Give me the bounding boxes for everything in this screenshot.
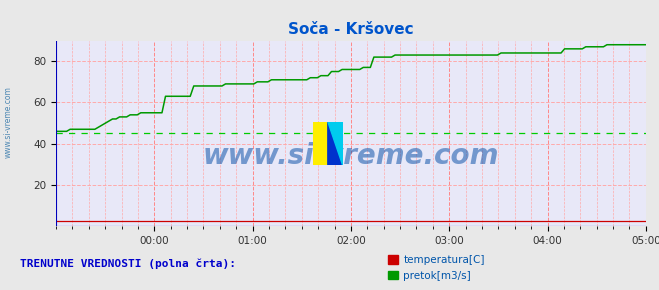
Text: TRENUTNE VREDNOSTI (polna črta):: TRENUTNE VREDNOSTI (polna črta): [20,258,236,269]
Bar [313,122,328,165]
Title: Soča - Kršovec: Soča - Kršovec [288,22,414,37]
Legend: temperatura[C], pretok[m3/s]: temperatura[C], pretok[m3/s] [384,251,489,285]
Polygon shape [328,122,343,165]
Polygon shape [328,122,343,165]
Text: www.si-vreme.com: www.si-vreme.com [203,142,499,170]
Text: www.si-vreme.com: www.si-vreme.com [3,86,13,158]
